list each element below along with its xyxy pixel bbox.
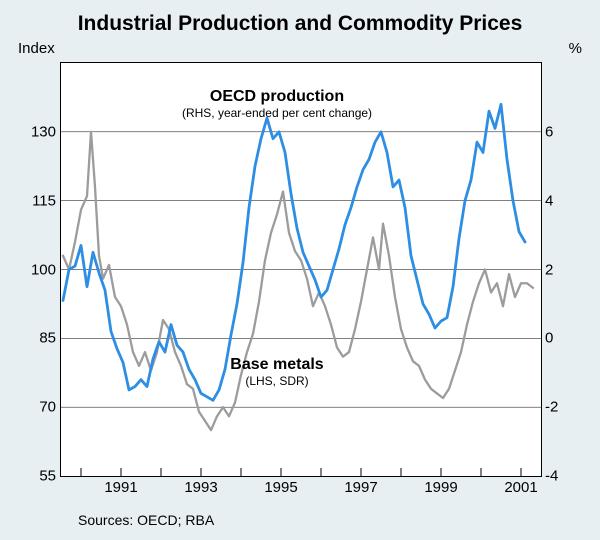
y-axis-left-label: Index [18,40,55,57]
plot-area: 557085100115130-4-2024619911993199519971… [60,62,542,477]
chart-svg [61,63,541,476]
sources-text: Sources: OECD; RBA [78,512,214,528]
y-left-tick: 100 [26,261,56,278]
y-left-tick: 130 [26,123,56,140]
y-right-tick: 6 [545,123,567,140]
y-left-tick: 70 [26,399,56,416]
x-tick: 2001 [504,479,537,496]
y-right-tick: 0 [545,330,567,347]
y-left-tick: 85 [26,330,56,347]
x-tick: 1991 [104,479,137,496]
x-tick: 1997 [344,479,377,496]
y-right-tick: -2 [545,399,567,416]
x-tick: 1995 [264,479,297,496]
y-left-tick: 115 [26,192,56,209]
y-right-tick: -4 [545,468,567,485]
y-right-tick: 2 [545,261,567,278]
chart-title: Industrial Production and Commodity Pric… [0,0,600,36]
chart-container: Industrial Production and Commodity Pric… [0,0,600,540]
x-tick: 1999 [424,479,457,496]
x-tick: 1993 [184,479,217,496]
y-axis-right-label: % [569,40,582,57]
y-left-tick: 55 [26,468,56,485]
y-right-tick: 4 [545,192,567,209]
